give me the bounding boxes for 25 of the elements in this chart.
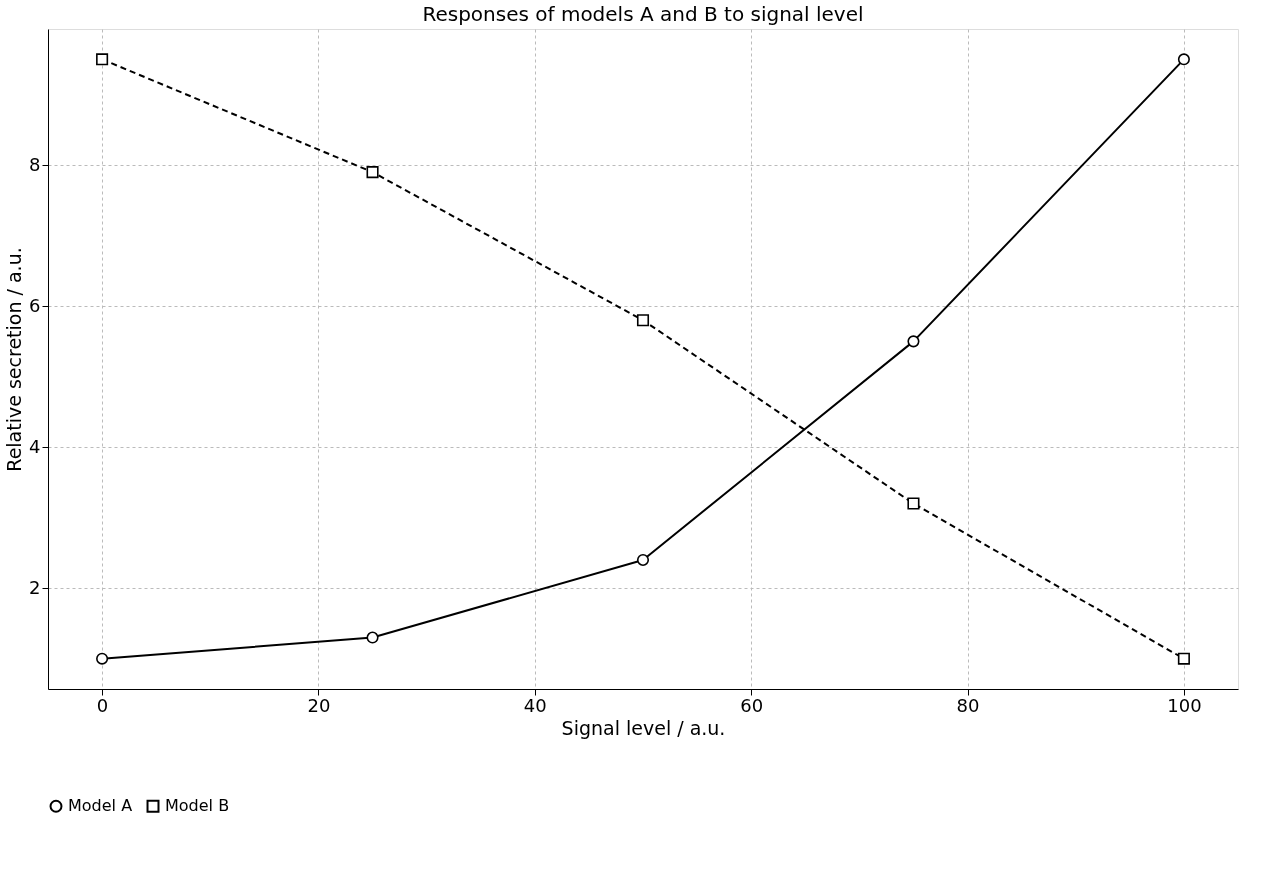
point: [96, 53, 109, 66]
legend-label: Model B: [165, 796, 230, 816]
x-tick-label: 60: [740, 694, 764, 716]
point: [636, 553, 650, 566]
y-tick-label: 6: [29, 294, 41, 316]
point: [96, 652, 109, 665]
x-tick-label: 40: [523, 694, 547, 716]
x-axis-title: Signal level / a.u.: [561, 716, 726, 739]
y-tick-label: 8: [29, 153, 41, 175]
x-tick-label: 20: [307, 694, 331, 716]
point: [1177, 53, 1190, 66]
point: [1177, 652, 1190, 665]
y-tick-label: 4: [29, 435, 41, 457]
point: [907, 335, 920, 348]
x-tick-label: 100: [1167, 694, 1202, 716]
point: [366, 631, 379, 644]
point: [907, 497, 920, 510]
x-tick-label: 80: [956, 694, 980, 716]
y-axis-title: Relative secretion / a.u.: [3, 247, 26, 472]
x-tick-label: 0: [96, 694, 109, 716]
y-tick-label: 2: [29, 576, 41, 598]
chart-title: Responses of models A and B to signal level: [422, 2, 864, 26]
point: [636, 314, 650, 327]
point: [366, 166, 379, 179]
legend-label: Model A: [68, 796, 133, 816]
